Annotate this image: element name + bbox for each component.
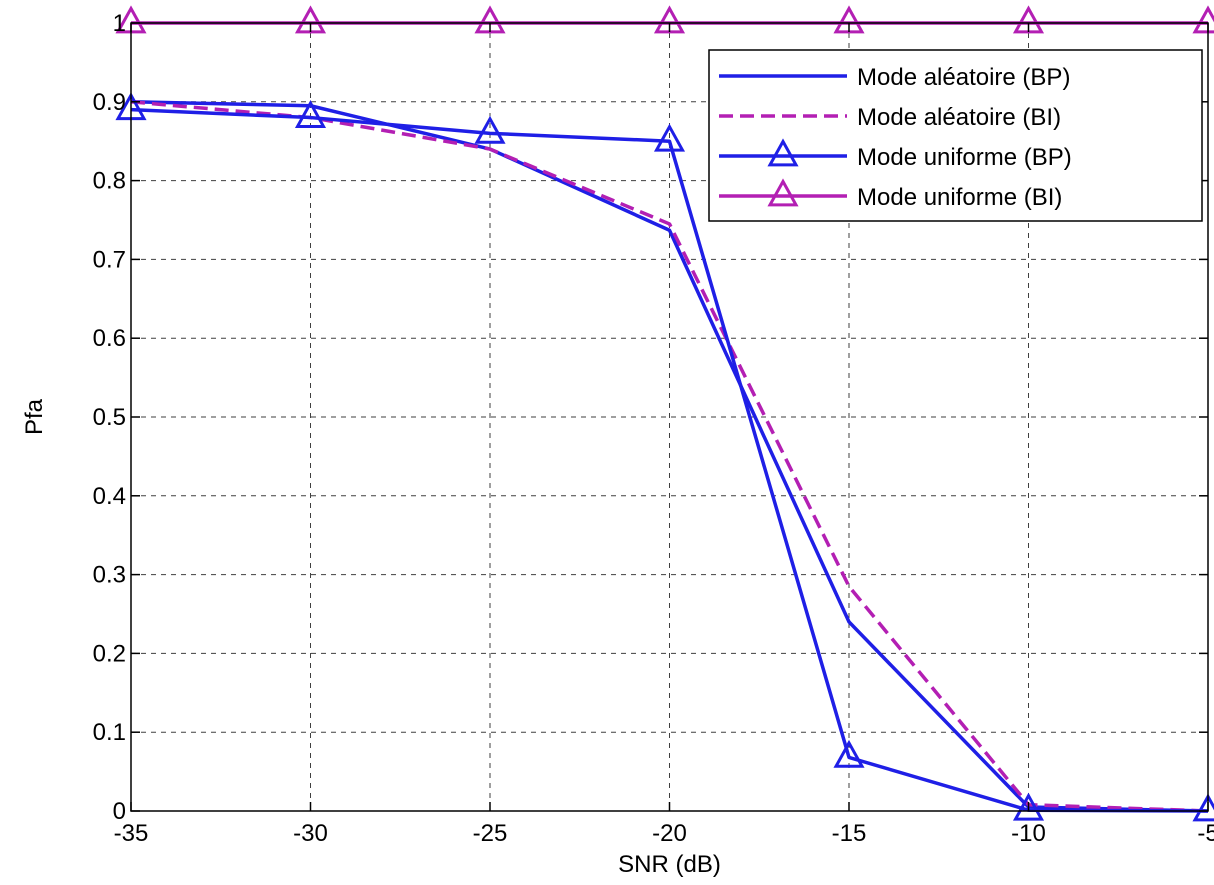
series-point-marker [474, 115, 506, 144]
legend-label: Mode uniforme (BI) [857, 184, 1062, 211]
series-point-marker [1012, 792, 1045, 821]
x-tick-label: -20 [652, 820, 687, 847]
y-tick-label: 0.7 [93, 246, 126, 273]
legend-label: Mode aléatoire (BI) [857, 104, 1061, 131]
legend: Mode aléatoire (BP) Mode aléatoire (BI) Mo… [708, 49, 1203, 222]
x-tick-label: -5 [1197, 820, 1214, 847]
y-tick-label: 0.4 [93, 483, 126, 510]
x-tick-label: -25 [473, 820, 508, 847]
x-axis-label: SNR (dB) [618, 851, 721, 878]
y-axis-label: Pfa [21, 398, 48, 435]
y-tick-label: 1 [113, 10, 126, 37]
x-tick-label: -30 [293, 820, 328, 847]
x-tick-labels: -35 -30 -25 -20 -15 -10 -5 [114, 820, 1214, 847]
legend-entry: Mode uniforme (BP) [719, 138, 1072, 171]
series-point-marker [833, 739, 865, 768]
legend-box [708, 49, 1203, 222]
y-tick-label: 0.8 [93, 168, 126, 195]
legend-entry: Mode aléatoire (BI) [719, 104, 1061, 131]
x-tick-label: -35 [114, 820, 149, 847]
y-tick-labels: 0 0.1 0.2 0.3 0.4 0.5 0.6 0.7 0.8 0.9 1 [93, 10, 126, 825]
y-tick-label: 0.5 [93, 404, 126, 431]
y-tick-label: 0.6 [93, 325, 126, 352]
legend-entry: Mode aléatoire (BP) [719, 64, 1070, 91]
series-point-marker [294, 99, 327, 128]
y-tick-label: 0 [113, 798, 126, 825]
y-tick-label: 0.9 [93, 89, 126, 116]
legend-marker [767, 178, 799, 207]
x-tick-label: -15 [832, 820, 867, 847]
series-point-marker [653, 123, 686, 152]
y-tick-label: 0.3 [93, 562, 126, 589]
legend-marker [767, 138, 799, 167]
ticks [130, 22, 1209, 812]
x-tick-label: -10 [1011, 820, 1046, 847]
y-tick-label: 0.2 [93, 640, 126, 667]
legend-entry: Mode uniforme (BI) [719, 178, 1062, 211]
series-point-marker [1192, 793, 1214, 822]
legend-label: Mode aléatoire (BP) [857, 64, 1070, 91]
legend-label: Mode uniforme (BP) [857, 144, 1072, 171]
y-tick-label: 0.1 [93, 719, 126, 746]
